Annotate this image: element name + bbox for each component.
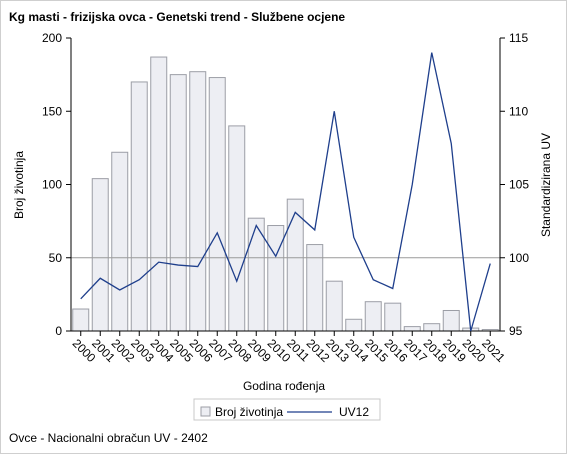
bar-2018	[423, 323, 441, 332]
legend-label-line: UV12	[339, 405, 369, 419]
y-tick-label: 100	[42, 178, 62, 192]
y2-tick-label: 115	[509, 31, 528, 45]
bar-2006	[189, 71, 207, 332]
y2-tick-label: 100	[509, 251, 529, 265]
y2-tick-label: 110	[509, 104, 528, 118]
bar-2004	[150, 56, 168, 332]
chart-title: Kg masti - frizijska ovca - Genetski tre…	[9, 10, 346, 24]
bar-2007	[208, 77, 226, 332]
bar-2013	[325, 280, 343, 332]
legend-border	[193, 398, 381, 421]
line-group	[80, 52, 491, 332]
bar-2011	[286, 198, 304, 332]
footnote: Ovce - Nacionalni obračun UV - 2402	[9, 431, 208, 445]
y-tick-label: 150	[42, 104, 62, 118]
legend-label-bars: Broj životinja	[215, 405, 283, 419]
bar-2019	[442, 309, 460, 332]
text-group: Broj životinja Standardizirana UV Godina…	[12, 133, 553, 393]
y-tick-label: 0	[55, 324, 62, 338]
legend-bar-swatch	[200, 406, 211, 417]
y-tick-label: 50	[49, 251, 63, 265]
bar-2001	[91, 178, 109, 332]
chart: 0501001502009510010511011520002001200220…	[12, 31, 553, 421]
y-axis-label: Broj životinja	[12, 151, 26, 219]
bar-2015	[364, 301, 382, 332]
x-axis-label: Godina rođenja	[243, 379, 325, 393]
bar-2002	[111, 151, 129, 332]
bar-2014	[345, 318, 363, 332]
bars-group	[72, 56, 499, 332]
y2-tick-label: 105	[509, 178, 529, 192]
y2-tick-label: 95	[509, 324, 523, 338]
uv12-line	[80, 52, 491, 332]
legend: Broj životinja UV12	[193, 398, 381, 421]
bar-2008	[228, 125, 246, 332]
bar-2010	[267, 225, 285, 332]
bar-2016	[384, 302, 402, 332]
bar-2000	[72, 308, 90, 332]
bar-2005	[169, 74, 187, 332]
bar-2003	[130, 81, 148, 332]
y-tick-label: 200	[42, 31, 62, 45]
bar-2017	[403, 326, 421, 332]
y2-axis-label: Standardizirana UV	[539, 133, 553, 237]
